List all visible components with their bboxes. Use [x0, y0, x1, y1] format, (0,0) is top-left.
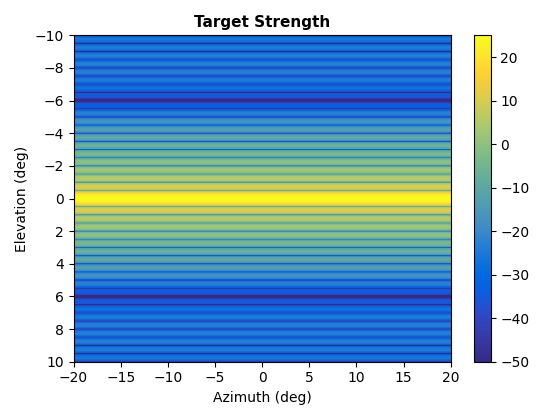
X-axis label: Azimuth (deg): Azimuth (deg)	[213, 391, 311, 405]
Title: Target Strength: Target Strength	[194, 15, 330, 30]
Y-axis label: Elevation (deg): Elevation (deg)	[15, 145, 29, 252]
